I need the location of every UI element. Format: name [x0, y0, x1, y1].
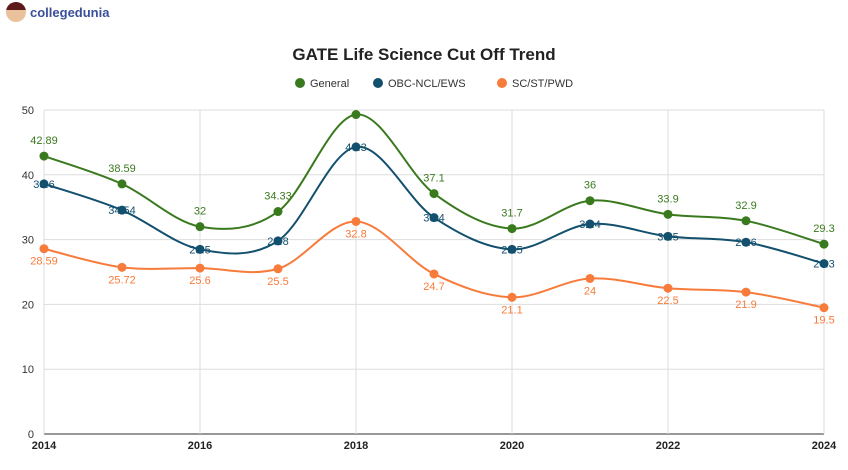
- data-point: [507, 292, 517, 302]
- data-label: 32.4: [579, 219, 600, 231]
- data-label: 32: [194, 206, 206, 218]
- legend-label: SC/ST/PWD: [512, 78, 573, 90]
- data-point: [585, 219, 595, 229]
- legend-label: OBC-NCL/EWS: [388, 78, 466, 90]
- data-point: [117, 205, 127, 215]
- series-line-SC/ST/PWD: [43, 220, 825, 309]
- data-label: 26.3: [813, 259, 834, 271]
- data-label: 25.5: [267, 276, 288, 288]
- data-label: 28.5: [189, 244, 210, 256]
- collegedunia-logo: collegedunia: [6, 2, 109, 22]
- data-label: 21.1: [501, 304, 522, 316]
- data-point: [429, 213, 439, 223]
- data-point: [351, 216, 361, 226]
- data-point: [351, 110, 361, 120]
- data-label: 21.9: [735, 299, 756, 311]
- data-label: 38.6: [33, 179, 54, 191]
- data-label: 31.7: [501, 208, 522, 220]
- data-point: [819, 259, 829, 269]
- data-label: 36: [584, 180, 596, 192]
- data-label: 19.5: [813, 315, 834, 327]
- y-tick-label: 50: [22, 105, 34, 117]
- data-label: 28.59: [30, 256, 58, 268]
- data-point: [429, 189, 439, 199]
- data-point: [273, 207, 283, 217]
- data-label: 25.72: [108, 274, 136, 286]
- data-point: [195, 263, 205, 273]
- data-label: 34.33: [264, 191, 292, 203]
- data-point: [819, 303, 829, 313]
- mascot-icon: [6, 2, 26, 22]
- x-tick-label: 2018: [344, 440, 368, 452]
- data-point: [117, 262, 127, 272]
- y-tick-label: 30: [22, 235, 34, 247]
- data-label: 34.54: [108, 205, 136, 217]
- x-tick-label: 2016: [188, 440, 212, 452]
- data-label: 25.6: [189, 275, 210, 287]
- data-point: [39, 179, 49, 189]
- data-label: 29.8: [267, 236, 288, 248]
- data-point: [663, 231, 673, 241]
- data-point: [429, 269, 439, 279]
- data-point: [273, 236, 283, 246]
- data-label: 33.9: [657, 193, 678, 205]
- data-point: [117, 179, 127, 189]
- data-label: 44.3: [345, 142, 366, 154]
- data-point: [819, 239, 829, 249]
- y-tick-label: 40: [22, 170, 34, 182]
- legend-label: General: [310, 78, 349, 90]
- data-point: [585, 273, 595, 283]
- data-point: [663, 283, 673, 293]
- x-tick-label: 2024: [812, 440, 837, 452]
- y-tick-label: 20: [22, 299, 34, 311]
- legend-marker: [295, 78, 305, 88]
- series-line-General: [43, 113, 825, 246]
- chart-title: GATE Life Science Cut Off Trend: [292, 45, 555, 64]
- data-point: [741, 216, 751, 226]
- data-label: 32.8: [345, 228, 366, 240]
- x-tick-label: 2014: [32, 440, 57, 452]
- data-point: [39, 151, 49, 161]
- data-label: 30.5: [657, 231, 678, 243]
- data-point: [741, 237, 751, 247]
- data-label: 24.7: [423, 281, 444, 293]
- data-point: [195, 244, 205, 254]
- data-label: 29.6: [735, 237, 756, 249]
- data-label: 37.1: [423, 173, 444, 185]
- data-label: 32.9: [735, 200, 756, 212]
- x-tick-label: 2020: [500, 440, 524, 452]
- y-tick-label: 10: [22, 364, 34, 376]
- series-line-OBC-NCL/EWS: [43, 145, 825, 265]
- data-point: [585, 196, 595, 206]
- data-point: [663, 209, 673, 219]
- data-label: 22.5: [657, 295, 678, 307]
- data-label: 29.3: [813, 223, 834, 235]
- data-label: 33.4: [423, 213, 444, 225]
- data-point: [351, 142, 361, 152]
- data-label: 42.89: [30, 135, 58, 147]
- data-point: [741, 287, 751, 297]
- logo-text: collegedunia: [30, 4, 110, 20]
- data-label: 28.5: [501, 244, 522, 256]
- x-tick-label: 2022: [656, 440, 680, 452]
- data-point: [39, 244, 49, 254]
- data-point: [507, 244, 517, 254]
- data-point: [507, 224, 517, 234]
- legend-marker: [497, 78, 507, 88]
- data-label: 24: [584, 285, 596, 297]
- y-tick-label: 0: [28, 429, 34, 441]
- legend-marker: [373, 78, 383, 88]
- data-label: 38.59: [108, 163, 136, 175]
- data-point: [273, 264, 283, 274]
- data-point: [195, 222, 205, 232]
